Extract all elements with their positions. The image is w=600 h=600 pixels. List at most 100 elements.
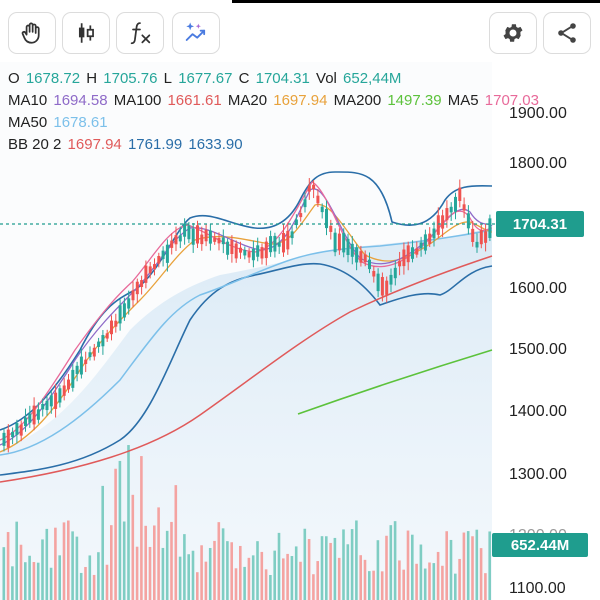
candle-body	[282, 232, 285, 253]
volume-bar	[174, 485, 178, 600]
candle-body	[423, 234, 427, 251]
bb-basis-value: 1697.94	[67, 136, 122, 153]
low-label: L	[163, 70, 173, 87]
volume-bar	[165, 530, 169, 600]
volume-bar	[135, 546, 139, 600]
candle-body	[454, 196, 457, 212]
candlesticks	[2, 178, 492, 453]
candle-body	[273, 235, 277, 252]
candle-body	[251, 248, 255, 261]
current-price-tag: 1704.31	[496, 211, 584, 237]
candle-body	[62, 385, 66, 396]
volume-bar	[432, 563, 436, 600]
volume-bar	[286, 553, 289, 600]
candle-body	[2, 432, 6, 446]
candle-body	[135, 281, 139, 295]
volume-bar	[122, 521, 126, 600]
candle-body	[342, 233, 346, 253]
candle-body	[316, 195, 320, 204]
candle-body	[153, 264, 156, 270]
candle-body	[157, 256, 161, 264]
candle-body	[415, 248, 419, 255]
candle-body	[402, 249, 406, 267]
candle-body	[260, 247, 264, 259]
settings-button[interactable]	[489, 12, 537, 54]
candle-body	[372, 270, 376, 277]
volume-bar	[92, 574, 96, 600]
close-label: C	[238, 70, 250, 87]
volume-bar	[41, 539, 44, 600]
bb-lower-value: 1633.90	[188, 136, 243, 153]
candle-body	[299, 213, 303, 218]
volume-bar	[320, 536, 324, 600]
volume-bar	[161, 547, 165, 600]
bb-label: BB 20 2	[8, 136, 62, 153]
candle-body	[41, 403, 45, 410]
candle-body	[165, 244, 169, 263]
volume-bar	[221, 528, 225, 600]
volume-bar	[153, 525, 156, 600]
axis-label-1300: 1300.00	[509, 466, 567, 483]
share-icon	[558, 23, 576, 43]
candle-body	[436, 215, 440, 235]
volume-bar	[436, 551, 440, 600]
volume-bar	[58, 555, 61, 600]
volume-bar	[411, 534, 414, 600]
candle-body	[359, 251, 363, 263]
candle-body	[208, 230, 212, 244]
candle-body	[127, 298, 131, 309]
volume-bar	[484, 573, 487, 600]
volume-bar	[415, 563, 418, 600]
volume-bar	[342, 529, 345, 600]
indicators-button[interactable]	[116, 12, 164, 54]
volume-bar	[282, 558, 285, 600]
price-chart[interactable]	[0, 62, 600, 600]
candle-body	[105, 333, 109, 339]
candle-body	[148, 266, 152, 273]
candle-body	[466, 213, 470, 229]
candle-body	[183, 223, 187, 237]
candle-body	[239, 247, 242, 253]
candle-body	[187, 225, 191, 240]
ma50-line	[0, 229, 493, 456]
volume-bar	[28, 555, 31, 600]
volume-bar	[462, 532, 466, 600]
volume-bar	[333, 537, 337, 600]
volume-bar	[32, 562, 36, 600]
drawing-tool-button[interactable]	[8, 12, 56, 54]
candle-body	[380, 277, 384, 296]
volume-bar	[187, 554, 190, 600]
candle-body	[226, 241, 230, 255]
candle-body	[462, 204, 466, 211]
share-button[interactable]	[543, 12, 591, 54]
volume-bar	[105, 564, 109, 600]
ma5-label: MA5	[447, 92, 479, 109]
candle-body	[36, 409, 40, 420]
candle-body	[243, 250, 247, 256]
candle-body	[307, 185, 311, 192]
ma200-value: 1497.39	[387, 92, 442, 109]
volume-bar	[247, 557, 251, 600]
volume-bar	[273, 550, 276, 600]
current-volume-tag: 652.44M	[492, 533, 588, 557]
function-icon	[130, 22, 151, 45]
volume-bar	[359, 555, 362, 600]
ma20-value: 1697.94	[273, 92, 328, 109]
ma20-label: MA20	[227, 92, 268, 109]
candle-body	[75, 365, 79, 375]
ohlc-row: O 1678.72 H 1705.76 L 1677.67 C 1704.31 …	[8, 68, 541, 90]
axis-label-1800: 1800.00	[509, 155, 567, 172]
candle-body	[333, 232, 337, 253]
candle-body	[71, 369, 75, 388]
ai-insights-button[interactable]	[172, 12, 220, 54]
volume-bar	[264, 569, 268, 600]
chart-type-button[interactable]	[62, 12, 110, 54]
candle-body	[92, 347, 96, 357]
open-label: O	[8, 70, 20, 87]
volume-bar	[303, 528, 307, 600]
candle-body	[88, 352, 92, 358]
volume-bar	[406, 530, 410, 600]
candle-body	[200, 234, 204, 245]
candle-body	[484, 231, 488, 243]
volume-bar	[148, 546, 152, 600]
